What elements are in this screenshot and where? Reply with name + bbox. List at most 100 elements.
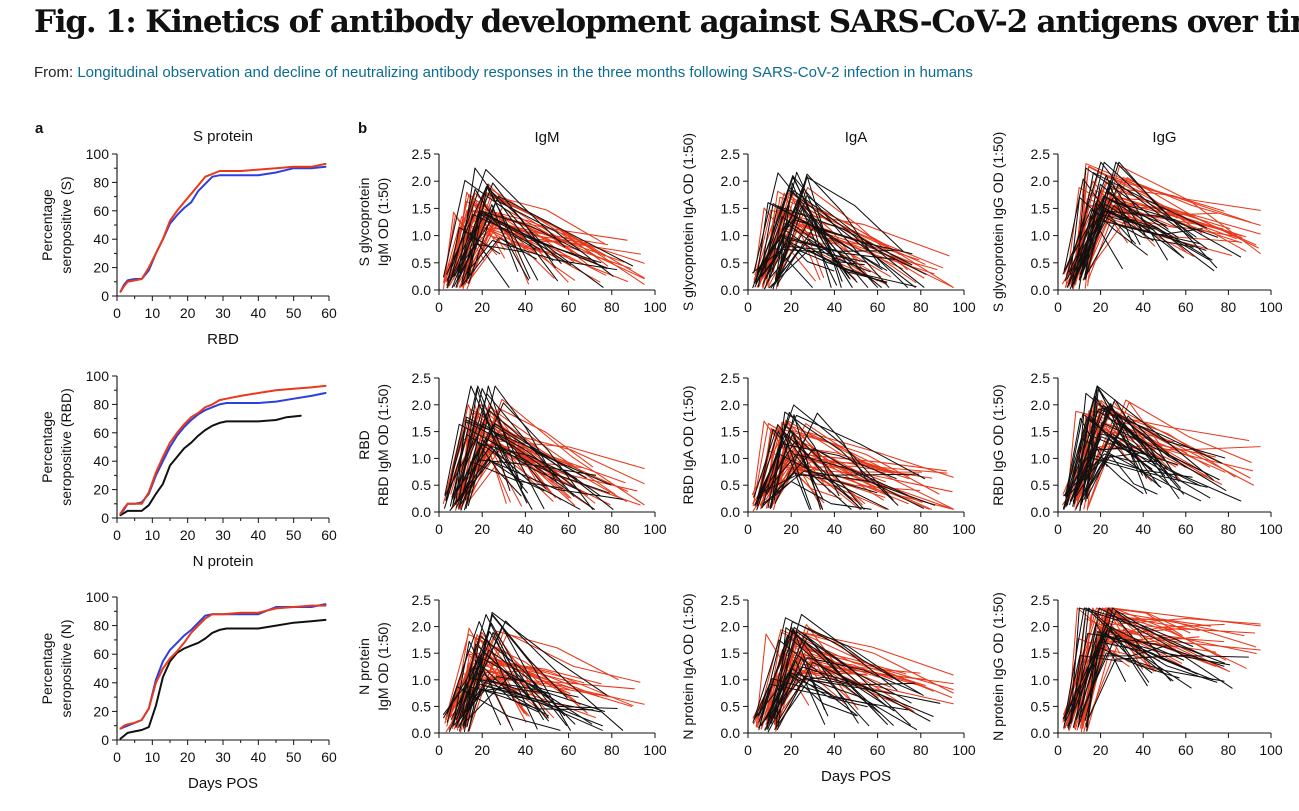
- x-tick-label: 100: [1259, 521, 1283, 537]
- y-tick-label: 1.5: [721, 645, 741, 661]
- y-axis-label: N protein: [356, 638, 372, 695]
- y-tick-label: 2.5: [1031, 146, 1051, 162]
- y-tick-label: 0: [101, 510, 109, 526]
- y-tick-label: 100: [86, 146, 110, 162]
- trajectory-black: [1080, 652, 1225, 718]
- trajectory-black: [1079, 634, 1218, 716]
- trajectory-red: [775, 648, 953, 732]
- chart-title: IgM: [534, 129, 559, 146]
- x-tick-label: 100: [643, 299, 667, 315]
- x-tick-label: 60: [561, 521, 577, 537]
- trajectory-black: [455, 419, 601, 502]
- y-tick-label: 2.5: [412, 592, 432, 608]
- y-tick-label: 2.0: [412, 397, 432, 413]
- y-tick-label: 100: [86, 589, 110, 605]
- y-axis-label: Percentage: [39, 189, 55, 261]
- y-tick-label: 2.0: [412, 619, 432, 635]
- y-tick-label: 0.0: [721, 725, 741, 741]
- axes: 0.0 0.5 1.0 1.5 2.0 2.5 0 20 40 60 80 100: [1031, 370, 1283, 537]
- trajectory-black: [1070, 607, 1208, 725]
- x-tick-label: 100: [952, 299, 976, 315]
- x-tick-label: 0: [113, 749, 121, 765]
- y-tick-label: 1.0: [721, 450, 741, 466]
- y-tick-label: 0: [101, 288, 109, 304]
- trajectory-black: [1075, 205, 1146, 277]
- chart-a-s: 0 20 40 60 80 100 0 10 20 30 40 50 60 S protein RBD Per…: [39, 128, 337, 348]
- y-tick-label: 0.0: [1031, 282, 1051, 298]
- trajectory-black: [1062, 195, 1215, 275]
- trajectory-black: [757, 453, 889, 510]
- trajectory-black: [461, 643, 533, 715]
- trajectory-black: [752, 245, 836, 274]
- chart-b-rbd-iga: 0.0 0.5 1.0 1.5 2.0 2.5 0 20 40 60 80 100 RBD IgA OD…: [680, 370, 976, 537]
- trajectory-red: [446, 195, 506, 277]
- trajectory-black: [1085, 385, 1143, 502]
- x-tick-label: 60: [1178, 742, 1194, 758]
- y-tick-label: 40: [93, 231, 109, 247]
- axes: 0.0 0.5 1.0 1.5 2.0 2.5 0 20 40 60 80 100: [412, 370, 667, 537]
- x-tick-label: 60: [321, 527, 337, 543]
- trajectory-black: [1076, 167, 1169, 278]
- y-tick-label: 0.0: [412, 282, 432, 298]
- trajectory-black: [756, 428, 852, 510]
- x-tick-label: 40: [518, 299, 534, 315]
- y-axis-label: seropositive (N): [58, 619, 74, 717]
- trajectory-red: [769, 467, 841, 509]
- y-tick-label: 2.0: [721, 619, 741, 635]
- trajectory-black: [455, 443, 577, 495]
- y-tick-label: 0.5: [412, 698, 432, 714]
- x-tick-label: 30: [215, 527, 231, 543]
- y-tick-label: 60: [93, 425, 109, 441]
- x-tick-label: 20: [783, 299, 799, 315]
- y-tick-label: 0.0: [412, 725, 432, 741]
- x-tick-label: 40: [827, 299, 843, 315]
- x-tick-label: 30: [215, 749, 231, 765]
- x-tick-label: 40: [251, 749, 267, 765]
- source-article-link[interactable]: Longitudinal observation and decline of …: [77, 64, 973, 81]
- trajectory-black: [452, 404, 523, 507]
- trajectory-black: [1064, 607, 1194, 722]
- trajectory-black: [1078, 607, 1172, 719]
- x-tick-label: 0: [435, 299, 443, 315]
- series-line-black: [119, 414, 302, 517]
- trajectory-black: [763, 205, 869, 290]
- trajectory-black: [465, 239, 618, 275]
- y-tick-label: 0.0: [721, 504, 741, 520]
- y-tick-label: 1.5: [412, 424, 432, 440]
- x-tick-label: 60: [321, 305, 337, 321]
- chart-b-s-iga: 0.0 0.5 1.0 1.5 2.0 2.5 0 20 40 60 80 100 IgA S glyco…: [680, 129, 976, 315]
- trajectory-black: [462, 683, 601, 726]
- series-line-blue: [119, 165, 327, 293]
- x-tick-label: 0: [435, 742, 443, 758]
- y-tick-label: 20: [93, 482, 109, 498]
- trajectory-red: [773, 444, 890, 497]
- x-tick-label: 20: [180, 749, 196, 765]
- series-line-red: [119, 162, 327, 293]
- trajectory-black: [767, 245, 865, 281]
- axes: 0.0 0.5 1.0 1.5 2.0 2.5 0 20 40 60 80 100: [721, 370, 976, 537]
- trajectory-black: [465, 385, 558, 509]
- y-tick-label: 0.5: [412, 477, 432, 493]
- y-tick-label: 40: [93, 453, 109, 469]
- x-tick-label: 0: [1054, 742, 1062, 758]
- trajectory-black: [767, 672, 915, 730]
- y-tick-label: 0.5: [721, 255, 741, 271]
- y-tick-label: 0.5: [1031, 477, 1051, 493]
- axes: 0 20 40 60 80 100 0 10 20 30 40 50 60: [86, 589, 337, 765]
- trajectory-black: [775, 676, 918, 731]
- y-tick-label: 2.5: [1031, 592, 1051, 608]
- trajectory-black: [446, 621, 515, 715]
- trajectory-black: [758, 617, 898, 731]
- trajectory-black: [462, 614, 571, 731]
- y-tick-label: 1.0: [412, 450, 432, 466]
- trajectory-black: [465, 675, 579, 722]
- trajectory-red: [1087, 177, 1259, 283]
- y-tick-label: 0.5: [1031, 255, 1051, 271]
- trajectory-red: [768, 444, 870, 495]
- y-tick-label: 60: [93, 203, 109, 219]
- axes: 0.0 0.5 1.0 1.5 2.0 2.5 0 20 40 60 80 100: [1031, 146, 1283, 315]
- trajectory-black: [456, 685, 603, 731]
- x-tick-label: 0: [744, 742, 752, 758]
- y-axis-label: Percentage: [39, 411, 55, 483]
- y-tick-label: 2.5: [1031, 370, 1051, 386]
